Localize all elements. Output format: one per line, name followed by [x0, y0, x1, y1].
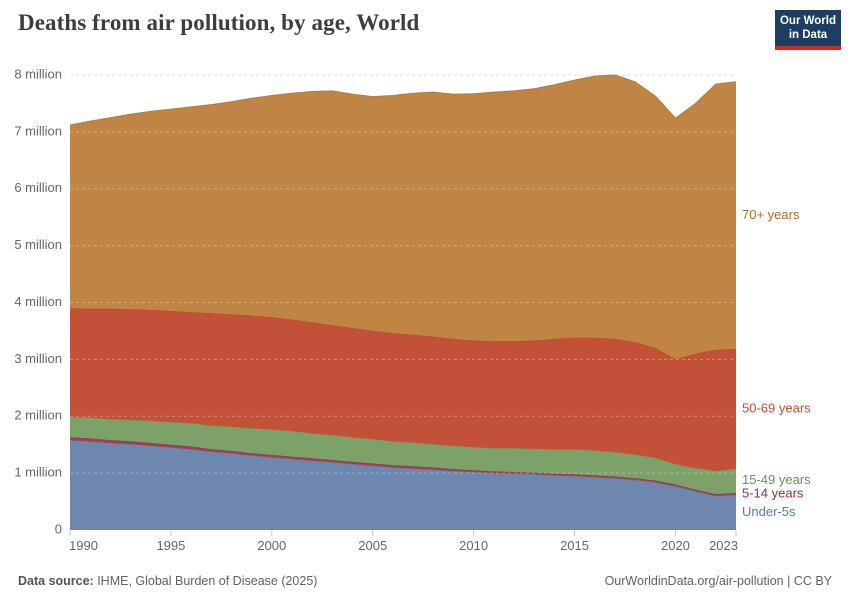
owid-logo[interactable]: Our World in Data	[775, 10, 841, 51]
x-axis-label: 2015	[560, 538, 589, 553]
series-area-under-5s[interactable]	[70, 440, 736, 530]
y-axis-label: 6 million	[14, 180, 62, 195]
y-axis-label: 4 million	[14, 294, 62, 309]
attribution-link[interactable]: OurWorldinData.org/air-pollution | CC BY	[604, 574, 832, 588]
x-axis-label: 1990	[69, 538, 98, 553]
data-source-label: Data source:	[18, 574, 94, 588]
series-area-70-years[interactable]	[70, 75, 736, 360]
legend-label-50-69-years[interactable]: 50-69 years	[742, 400, 811, 415]
x-axis-label: 2000	[257, 538, 286, 553]
x-axis-label: 2023	[709, 538, 738, 553]
x-axis-label: 1995	[156, 538, 185, 553]
data-source-note: Data source: IHME, Global Burden of Dise…	[18, 574, 317, 588]
legend-label-5-14-years[interactable]: 5-14 years	[742, 485, 804, 500]
chart-footer: Data source: IHME, Global Burden of Dise…	[0, 574, 850, 588]
y-axis-label: 8 million	[14, 66, 62, 81]
x-axis-label: 2010	[459, 538, 488, 553]
x-axis-label: 2020	[661, 538, 690, 553]
data-source-value: IHME, Global Burden of Disease (2025)	[93, 574, 318, 588]
x-axis-label: 2005	[358, 538, 387, 553]
y-axis-label: 5 million	[14, 237, 62, 252]
y-axis-label: 7 million	[14, 123, 62, 138]
legend-label-70-years[interactable]: 70+ years	[742, 207, 800, 222]
owid-logo-line1: Our World	[779, 15, 836, 27]
series-area-50-69-years[interactable]	[70, 308, 736, 471]
series-area-15-49-years[interactable]	[70, 416, 736, 495]
series-line-70-years	[69, 74, 737, 126]
y-axis-label: 1 million	[14, 465, 62, 480]
y-axis-label: 2 million	[14, 408, 62, 423]
page-title: Deaths from air pollution, by age, World	[18, 10, 420, 35]
owid-logo-line2: in Data	[788, 28, 828, 41]
legend-label-15-49-years[interactable]: 15-49 years	[742, 472, 811, 487]
legend-label-under-5s[interactable]: Under-5s	[742, 504, 796, 519]
y-axis-label: 3 million	[14, 351, 62, 366]
y-axis-label: 0	[55, 521, 62, 536]
